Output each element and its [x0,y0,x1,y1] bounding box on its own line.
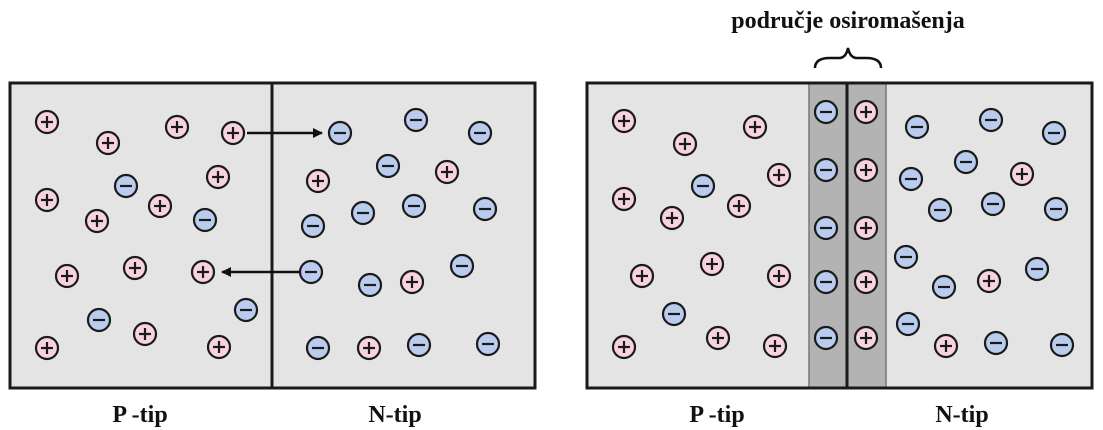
positive-ion-icon [611,108,637,134]
negative-ion-icon [472,196,498,222]
positive-ion-icon [206,334,232,360]
depletion-brace [813,47,883,69]
negative-ion-icon [298,259,324,285]
positive-ion-icon [933,333,959,359]
negative-ion-icon [983,330,1009,356]
positive-ion-icon [356,335,382,361]
positive-ion-icon [611,334,637,360]
negative-ion-icon [475,331,501,357]
negative-ion-icon [898,166,924,192]
negative-ion-icon [467,120,493,146]
positive-ion-icon [766,263,792,289]
depletion-region-label: područje osiromašenja [731,8,965,34]
negative-ion-icon [893,244,919,270]
negative-ion-icon [1043,196,1069,222]
positive-ion-icon [54,263,80,289]
positive-ion-icon [84,208,110,234]
negative-ion-icon [449,253,475,279]
negative-ion-icon [375,153,401,179]
negative-ion-icon [895,311,921,337]
positive-ion-icon [659,205,685,231]
positive-ion-icon [853,99,879,125]
negative-ion-icon [904,114,930,140]
negative-ion-icon [1049,332,1075,358]
positive-ion-icon [122,255,148,281]
positive-ion-icon [853,157,879,183]
positive-ion-icon [742,114,768,140]
positive-ion-icon [399,269,425,295]
negative-ion-icon [327,120,353,146]
negative-ion-icon [406,332,432,358]
left-p-type-label: P -tip [112,402,167,428]
negative-ion-icon [357,272,383,298]
positive-ion-icon [147,193,173,219]
positive-ion-icon [699,251,725,277]
positive-ion-icon [705,325,731,351]
positive-ion-icon [434,159,460,185]
right-p-type-label: P -tip [689,402,744,428]
negative-ion-icon [980,191,1006,217]
positive-ion-icon [164,114,190,140]
negative-ion-icon [953,149,979,175]
positive-ion-icon [672,131,698,157]
positive-ion-icon [95,130,121,156]
right-panel-ions [611,99,1075,360]
positive-ion-icon [220,120,246,146]
positive-ion-icon [766,162,792,188]
negative-ion-icon [927,197,953,223]
negative-ion-icon [813,99,839,125]
negative-ion-icon [350,200,376,226]
positive-ion-icon [305,168,331,194]
negative-ion-icon [690,173,716,199]
positive-ion-icon [726,193,752,219]
negative-ion-icon [1041,120,1067,146]
positive-ion-icon [853,269,879,295]
negative-ion-icon [813,325,839,351]
right-n-type-label: N-tip [935,402,988,428]
negative-ion-icon [661,301,687,327]
positive-ion-icon [34,109,60,135]
left-panel: P -tip N-tip [8,81,537,428]
positive-ion-icon [629,263,655,289]
right-panel: područje osiromašenja P -tip N-tip [585,8,1094,428]
negative-ion-icon [813,157,839,183]
negative-ion-icon [113,173,139,199]
negative-ion-icon [1024,256,1050,282]
negative-ion-icon [305,335,331,361]
positive-ion-icon [853,325,879,351]
positive-ion-icon [190,259,216,285]
positive-ion-icon [132,321,158,347]
negative-ion-icon [300,213,326,239]
negative-ion-icon [403,107,429,133]
negative-ion-icon [931,274,957,300]
negative-ion-icon [978,107,1004,133]
left-n-type-label: N-tip [368,402,421,428]
positive-ion-icon [1009,161,1035,187]
right-panel-border [585,81,1094,390]
positive-ion-icon [34,335,60,361]
positive-ion-icon [976,268,1002,294]
positive-ion-icon [853,215,879,241]
negative-ion-icon [233,297,259,323]
left-panel-ions [34,107,501,361]
positive-ion-icon [762,333,788,359]
positive-ion-icon [611,186,637,212]
positive-ion-icon [34,187,60,213]
positive-ion-icon [205,164,231,190]
negative-ion-icon [401,193,427,219]
negative-ion-icon [813,215,839,241]
negative-ion-icon [813,269,839,295]
negative-ion-icon [192,207,218,233]
negative-ion-icon [86,307,112,333]
